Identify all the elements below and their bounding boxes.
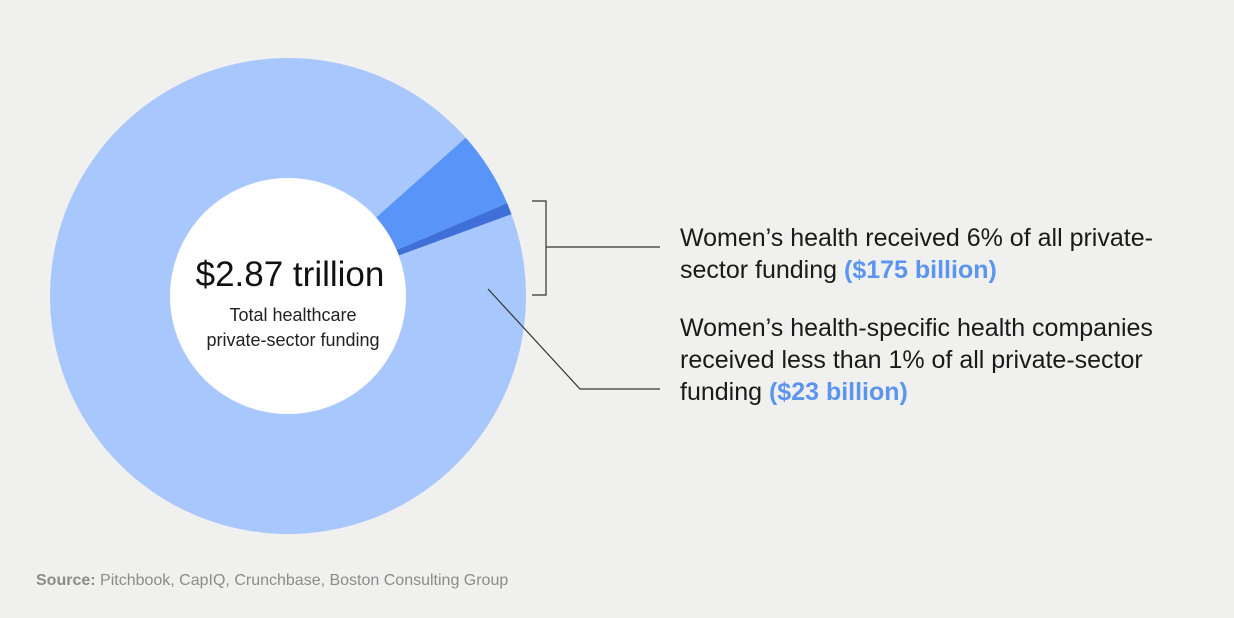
total-funding-value: $2.87 trillion xyxy=(195,255,385,294)
annotation-womens-specific: Women’s health-specific health companies… xyxy=(680,312,1220,408)
annotation-womens-health-amount: ($175 billion) xyxy=(844,256,997,284)
annotation-womens-health: Women’s health received 6% of all privat… xyxy=(680,222,1220,286)
annotation-womens-specific-amount: ($23 billion) xyxy=(768,378,908,406)
leader-line-womens-specific xyxy=(487,288,660,390)
source-note: Source: Pitchbook, CapIQ, Crunchbase, Bo… xyxy=(36,570,508,592)
donut-hole xyxy=(170,178,406,414)
total-funding-caption: Total healthcare private-sector funding xyxy=(206,305,380,350)
bracket-line xyxy=(532,200,547,296)
annotation-womens-health-text: Women’s health received 6% of all privat… xyxy=(680,224,1153,284)
source-text: Pitchbook, CapIQ, Crunchbase, Boston Con… xyxy=(95,572,509,589)
annotation-womens-specific-text: Women’s health-specific health companies… xyxy=(680,314,1153,406)
source-label: Source: xyxy=(36,572,96,589)
